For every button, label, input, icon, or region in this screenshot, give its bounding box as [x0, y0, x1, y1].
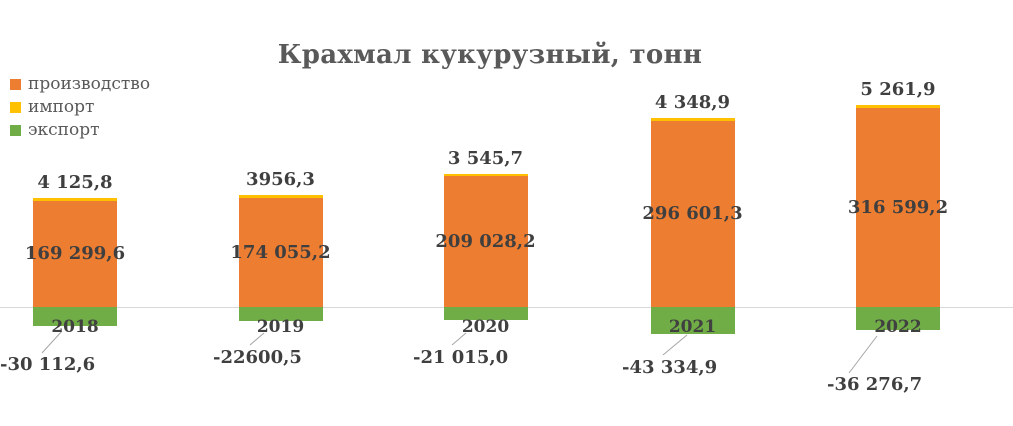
bar-import: [443, 173, 528, 176]
bar-export: [443, 307, 528, 321]
label-import-value: 3956,3: [246, 169, 315, 191]
label-import-value: 3 545,7: [447, 147, 524, 169]
bar-import: [238, 195, 323, 198]
legend-label-export: экспорт: [28, 120, 100, 140]
bar-import: [856, 105, 940, 109]
label-production-value: 169 299,6: [24, 243, 126, 265]
label-export-value: -30 112,6: [0, 354, 96, 375]
label-production-value: 174 055,2: [230, 241, 331, 263]
label-production-value: 209 028,2: [435, 230, 536, 252]
label-export-value: -36 276,7: [827, 374, 923, 395]
bar-export: [650, 307, 735, 335]
bar-production: 316 599,2: [848, 108, 948, 307]
label-import-value: 4 125,8: [37, 172, 113, 194]
label-export-value: -21 015,0: [413, 347, 509, 368]
bar-export: [33, 307, 117, 326]
import-swatch-icon: [10, 102, 21, 113]
legend-label-import: импорт: [28, 97, 95, 117]
label-import-value: 5 261,9: [860, 79, 936, 100]
label-export-value: -43 334,9: [622, 357, 718, 378]
production-swatch-icon: [10, 79, 21, 90]
bar-export: [238, 307, 323, 322]
label-year: 2020: [461, 317, 510, 337]
label-year: 2022: [874, 317, 922, 337]
label-production-value: 296 601,3: [642, 203, 743, 225]
bar-production: 296 601,3: [642, 120, 743, 307]
legend-label-production: производство: [28, 74, 151, 94]
legend-item-import: импорт: [10, 96, 150, 119]
bar-import: [650, 118, 735, 121]
bar-import: [33, 198, 117, 201]
bar-export: [856, 307, 940, 330]
label-import-value: 4 348,9: [654, 92, 731, 114]
bar-production: 174 055,2: [230, 197, 331, 307]
legend: производство импорт экспорт: [10, 73, 150, 142]
legend-item-export: экспорт: [10, 119, 150, 142]
label-production-value: 316 599,2: [847, 197, 949, 219]
label-export-value: -22600,5: [213, 347, 302, 368]
label-year: 2019: [256, 317, 305, 337]
bar-production: 169 299,6: [25, 200, 125, 307]
label-year: 2018: [51, 317, 99, 337]
label-year: 2021: [668, 317, 717, 337]
export-swatch-icon: [10, 125, 21, 136]
legend-item-production: производство: [10, 73, 150, 96]
bar-production: 209 028,2: [435, 175, 536, 307]
chart-title: Крахмал кукурузный, тонн: [277, 40, 703, 70]
